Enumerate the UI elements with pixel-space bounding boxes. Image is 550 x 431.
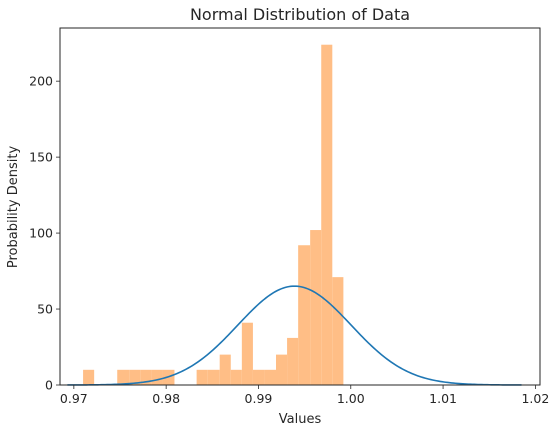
plot-frame bbox=[59, 27, 541, 386]
histogram-bar-11 bbox=[230, 369, 242, 385]
x-axis-label: Values bbox=[279, 412, 322, 427]
x-tick-label-4: 1.01 bbox=[429, 391, 457, 406]
pdf-curve bbox=[67, 285, 522, 386]
histogram-bar-9 bbox=[207, 369, 220, 385]
x-tick-label-5: 1.02 bbox=[521, 391, 549, 406]
histogram-bar-4 bbox=[140, 369, 152, 385]
histogram-bar-10 bbox=[219, 354, 231, 385]
histogram-bar-12 bbox=[241, 322, 253, 385]
x-tick-label-2: 0.99 bbox=[245, 391, 273, 406]
y-tick-label-1: 50 bbox=[37, 302, 53, 317]
histogram-bar-19 bbox=[321, 44, 333, 386]
histogram-bar-0 bbox=[83, 369, 95, 385]
y-axis-ticks: 0 50 100 150 200 bbox=[29, 74, 60, 393]
histogram-bar-8 bbox=[196, 369, 208, 385]
histogram-bar-20 bbox=[332, 277, 344, 385]
histogram-bar-18 bbox=[310, 230, 322, 385]
x-tick-label-0: 0.97 bbox=[60, 391, 88, 406]
x-tick-label-1: 0.98 bbox=[152, 391, 180, 406]
histogram-bar-17 bbox=[298, 245, 311, 385]
histogram-bar-13 bbox=[252, 369, 265, 385]
x-tick-label-3: 1.00 bbox=[337, 391, 365, 406]
y-tick-label-2: 100 bbox=[29, 226, 53, 241]
histogram-bar-16 bbox=[287, 337, 299, 385]
histogram-bars bbox=[83, 44, 344, 386]
chart-title: Normal Distribution of Data bbox=[190, 5, 410, 24]
y-axis-label: Probability Density bbox=[6, 146, 21, 269]
histogram-bar-2 bbox=[117, 369, 130, 385]
x-axis-ticks: 0.97 0.98 0.99 1.00 1.01 1.02 bbox=[60, 385, 549, 406]
y-tick-label-0: 0 bbox=[45, 378, 53, 393]
y-tick-label-3: 150 bbox=[29, 150, 53, 165]
histogram-bar-3 bbox=[129, 369, 141, 385]
histogram-bar-15 bbox=[276, 354, 288, 385]
y-tick-label-4: 200 bbox=[29, 74, 53, 89]
histogram-bar-14 bbox=[264, 369, 276, 385]
histogram-bar-5 bbox=[151, 369, 163, 385]
